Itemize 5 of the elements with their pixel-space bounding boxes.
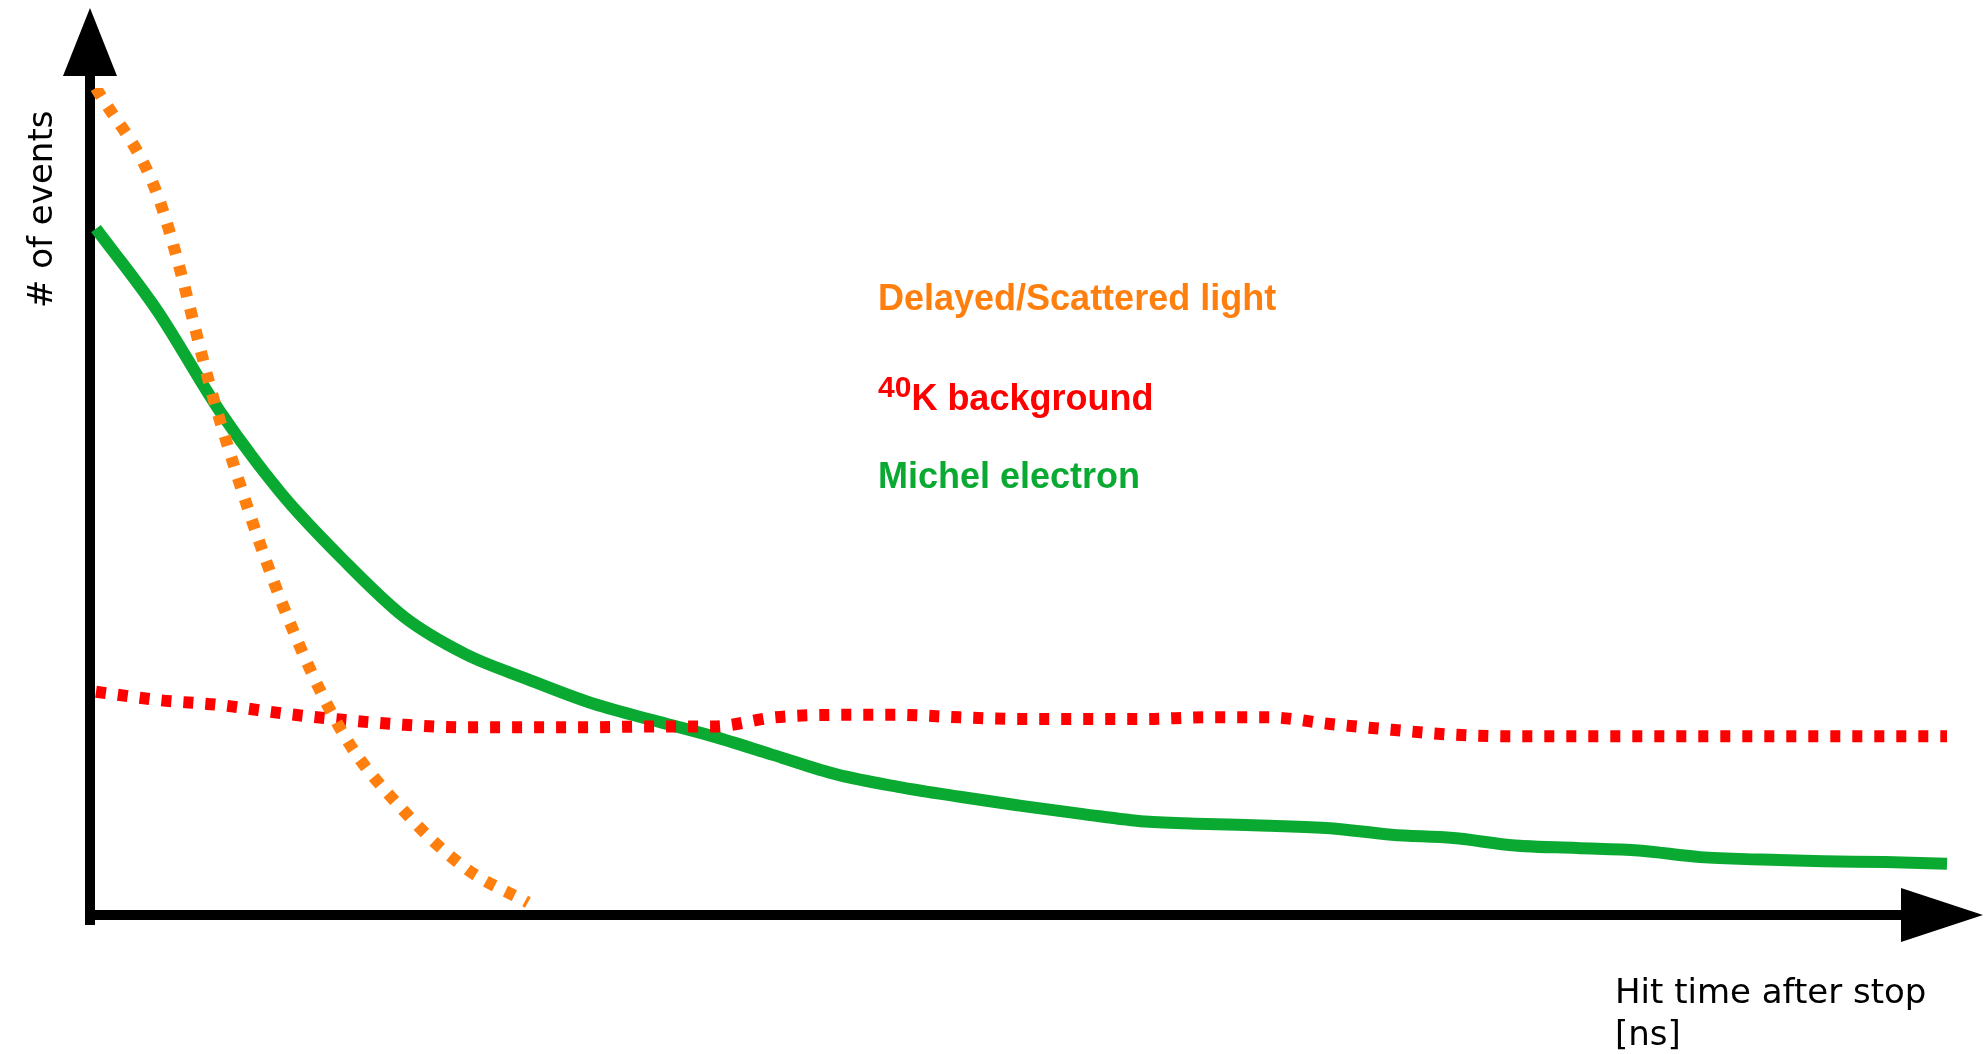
text: Michel electron (878, 454, 1142, 498)
text: Delayed/Scattered light (878, 276, 1277, 320)
y-axis-title: # of events (19, 110, 61, 308)
text: $^{40}$K background (878, 369, 1155, 420)
x-axis-title: Hit time after stop [ns] (1615, 970, 1928, 1054)
